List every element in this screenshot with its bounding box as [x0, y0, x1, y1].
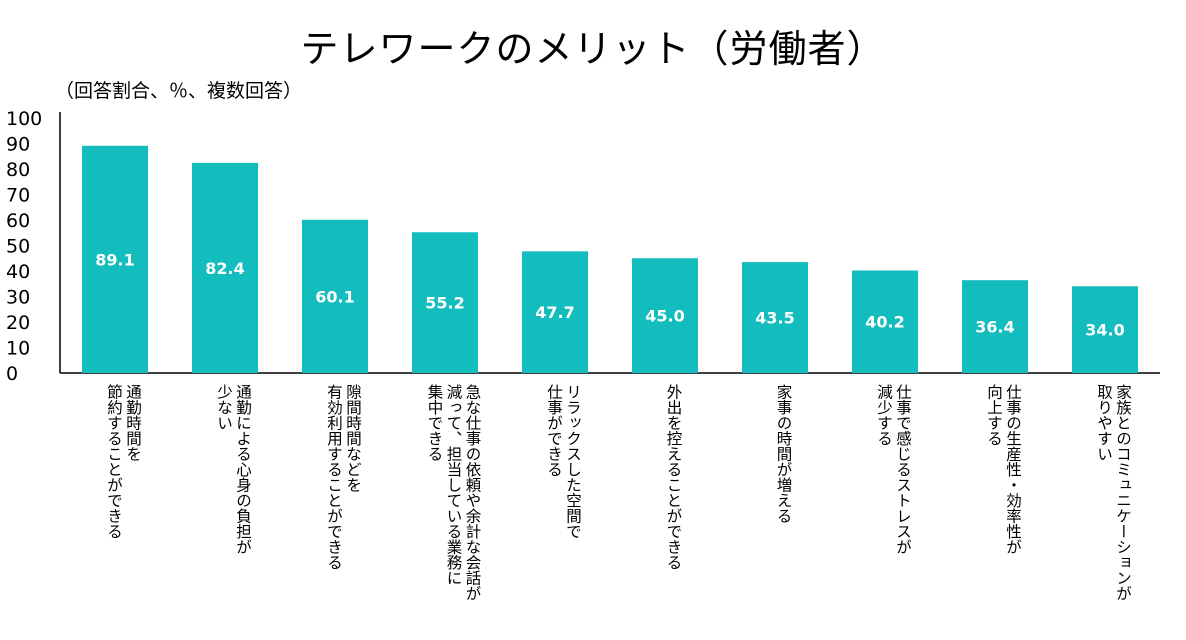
bar-value-label: 60.1 — [315, 287, 354, 306]
y-tick-label: 10 — [6, 338, 30, 360]
bar — [412, 232, 478, 373]
y-tick-label: 60 — [6, 210, 30, 232]
bar — [962, 280, 1028, 373]
bar — [522, 251, 588, 373]
bar-value-label: 82.4 — [205, 259, 244, 278]
category-label: リラックスした空間で 仕事ができる — [545, 384, 582, 539]
bar-value-label: 55.2 — [425, 294, 464, 313]
unit-note: （回答割合、％、複数回答） — [55, 80, 303, 102]
bar-value-label: 34.0 — [1085, 321, 1124, 340]
y-tick-label: 30 — [6, 287, 30, 309]
chart-title: テレワークのメリット（労働者） — [300, 27, 886, 71]
bar — [852, 270, 918, 373]
y-tick-label: 0 — [6, 363, 18, 385]
y-tick-label: 100 — [6, 108, 42, 130]
bar — [632, 258, 698, 373]
bar — [1072, 286, 1138, 373]
bar-value-label: 89.1 — [95, 250, 134, 269]
category-label: 仕事で感じるストレスが 減少する — [875, 384, 912, 555]
category-label: 外出を控えることができる — [664, 384, 683, 570]
bar — [302, 219, 368, 373]
y-tick-label: 90 — [6, 134, 30, 156]
category-label: 急な仕事の依頼や余計な会話が 減って、担当している業務に 集中できる — [425, 384, 482, 601]
bar — [742, 262, 808, 373]
bar-value-label: 47.7 — [535, 303, 574, 322]
category-label: 家事の時間が増える — [774, 384, 793, 524]
y-tick-label: 20 — [6, 312, 30, 334]
bar — [192, 162, 258, 373]
category-label: 家族とのコミュニケーションが 取りやすい — [1095, 384, 1132, 601]
category-label: 通勤時間を 節約することができる — [105, 384, 142, 539]
y-axis: 0 10 20 30 40 50 60 70 80 90 100 — [6, 108, 1160, 385]
category-label: 隙間時間などを 有効利用することができる — [325, 384, 362, 570]
y-tick-label: 70 — [6, 185, 30, 207]
y-tick-label: 80 — [6, 159, 30, 181]
bar-value-label: 40.2 — [865, 313, 904, 332]
category-label: 仕事の生産性・効率性が 向上する — [985, 384, 1022, 555]
bars — [82, 145, 1138, 373]
category-label: 通勤による心身の負担が 少ない — [215, 384, 252, 555]
y-tick-label: 50 — [6, 236, 30, 258]
value-labels: 89.1 82.4 60.1 55.2 47.7 45.0 43.5 40.2 36.4 34.0 — [95, 250, 1124, 339]
bar-value-label: 36.4 — [975, 318, 1014, 337]
bar — [82, 145, 148, 373]
y-tick-label: 40 — [6, 261, 30, 283]
bar-value-label: 45.0 — [645, 307, 684, 326]
bar-value-label: 43.5 — [755, 309, 794, 328]
